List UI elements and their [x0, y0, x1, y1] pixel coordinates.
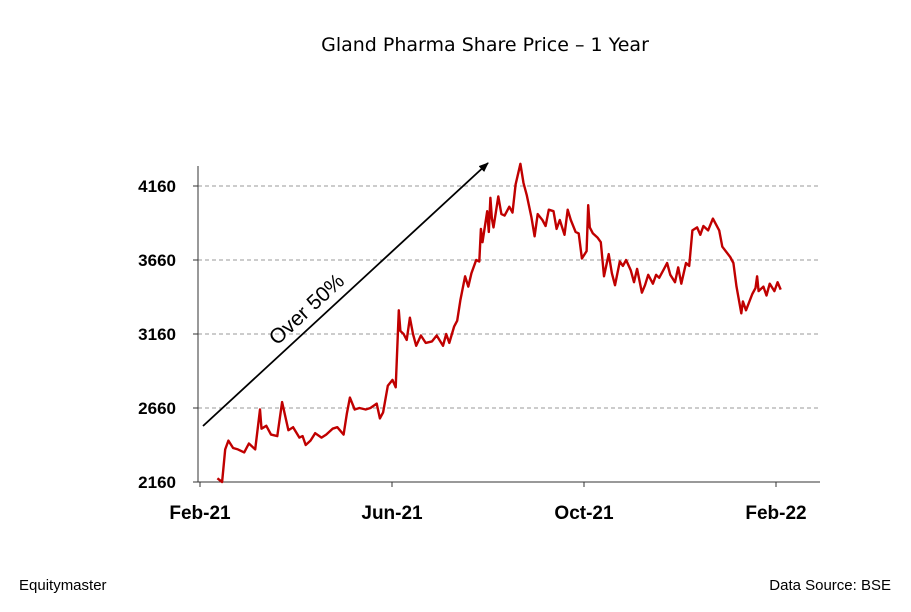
- y-tick-label: 2160: [138, 473, 176, 492]
- y-tick-label: 3660: [138, 251, 176, 270]
- x-tick-label: Oct-21: [554, 503, 614, 524]
- gridlines: [198, 185, 820, 409]
- x-tick-label: Feb-22: [745, 503, 806, 524]
- brand-label: Equitymaster: [19, 577, 107, 594]
- y-tick-label: 2660: [138, 399, 176, 418]
- price-series-line: [216, 162, 782, 484]
- chart-title: Gland Pharma Share Price – 1 Year: [321, 34, 649, 56]
- y-tick-label: 4160: [138, 177, 176, 196]
- x-axis: Feb-21 Jun-21 Oct-21 Feb-22: [169, 481, 820, 524]
- annotation-arrow: [202, 162, 489, 427]
- x-tick-label: Feb-21: [169, 503, 231, 524]
- y-axis: 2160 2660 3160 3660 4160: [138, 166, 199, 492]
- x-tick-label: Jun-21: [361, 503, 423, 524]
- annotation-label: Over 50%: [265, 269, 349, 349]
- growth-annotation: Over 50%: [202, 162, 489, 427]
- y-tick-label: 3160: [138, 325, 176, 344]
- data-source-label: Data Source: BSE: [769, 577, 891, 594]
